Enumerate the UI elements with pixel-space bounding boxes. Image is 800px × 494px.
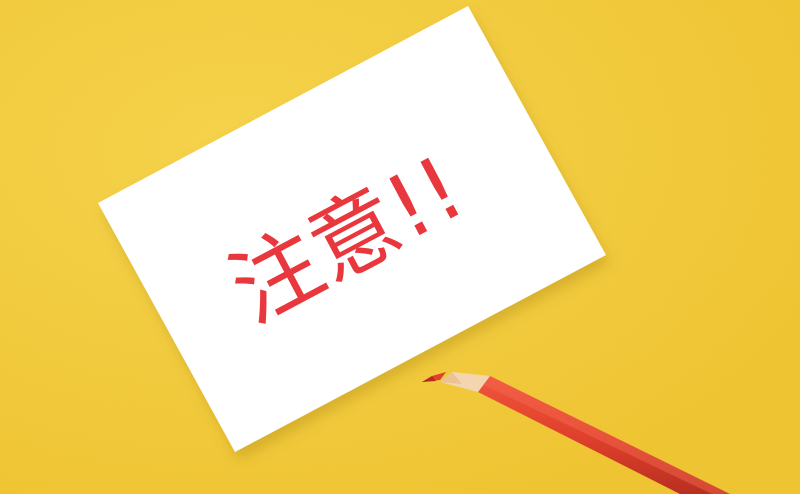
note-card — [98, 6, 606, 452]
red-pencil — [422, 372, 730, 494]
